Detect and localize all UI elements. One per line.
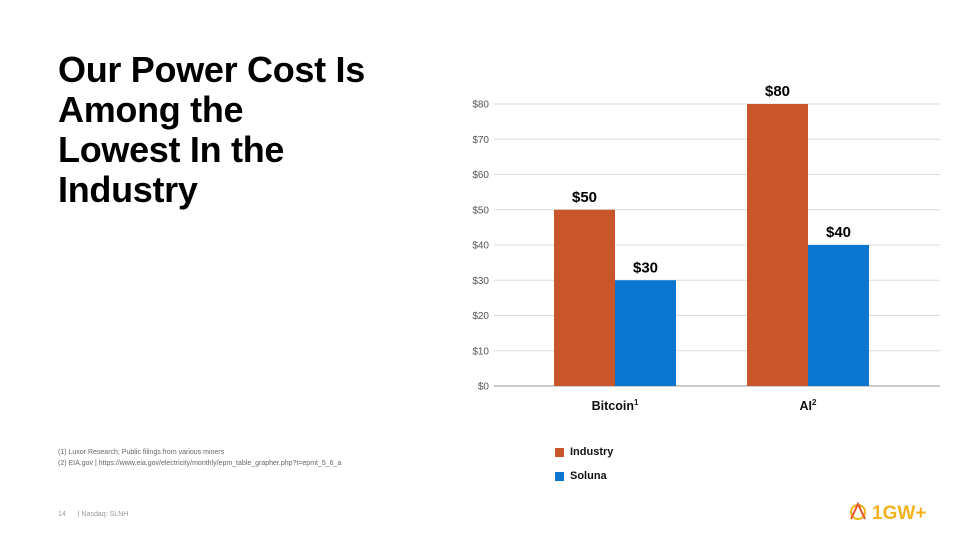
title-line-1: Our Power Cost Is bbox=[58, 49, 365, 90]
x-tick-label-bitcoin: Bitcoin1 bbox=[592, 398, 639, 413]
data-label: $50 bbox=[572, 189, 597, 206]
footnote-1: (1) Luxor Research; Public filings from … bbox=[58, 449, 225, 456]
footnote-2: (2) EIA.gov | https://www.eia.gov/electr… bbox=[58, 460, 342, 467]
data-label: $40 bbox=[826, 224, 851, 241]
data-label: $30 bbox=[633, 259, 658, 276]
bar-soluna-bitcoin bbox=[615, 280, 676, 386]
legend-swatch-industry bbox=[555, 447, 564, 457]
page-number: 14 bbox=[58, 511, 66, 518]
title-line-2: Among the bbox=[58, 89, 244, 130]
title-line-4: Industry bbox=[58, 169, 198, 210]
x-tick-label-ai: AI2 bbox=[800, 398, 818, 413]
bar-industry-bitcoin bbox=[554, 209, 615, 386]
y-tick-label: $40 bbox=[472, 241, 489, 252]
data-label: $80 bbox=[765, 83, 790, 100]
logo-text: 1GW+ bbox=[872, 503, 926, 522]
y-tick-label: $0 bbox=[478, 382, 490, 393]
y-tick-label: $30 bbox=[472, 276, 489, 287]
bar-industry-ai bbox=[747, 104, 808, 386]
y-tick-label: $20 bbox=[472, 311, 489, 322]
footnotes: (1) Luxor Research; Public filings from … bbox=[58, 447, 341, 469]
y-tick-label: $10 bbox=[472, 346, 489, 357]
page-title: Our Power Cost Is Among the Lowest In th… bbox=[58, 50, 418, 210]
y-tick-label: $70 bbox=[472, 135, 489, 146]
legend-item-soluna: Soluna bbox=[555, 470, 613, 482]
legend-item-industry: Industry bbox=[555, 446, 613, 458]
y-tick-label: $50 bbox=[472, 205, 489, 216]
y-tick-label: $80 bbox=[472, 100, 489, 111]
page-footer: 14 | Nasdaq: SLNH bbox=[58, 511, 128, 518]
power-cost-bar-chart: $0 $10 $20 $30 $40 $50 $60 $70 $80 $50 $30 Bitcoin1… bbox=[472, 83, 940, 413]
brand-logo: 1GW+ bbox=[850, 501, 926, 522]
x-tick-superscript: 1 bbox=[634, 398, 639, 407]
x-tick-superscript: 2 bbox=[812, 398, 817, 407]
bar-soluna-ai bbox=[808, 245, 869, 386]
legend-swatch-soluna bbox=[555, 471, 564, 481]
legend-label-industry: Industry bbox=[570, 446, 614, 458]
ticker-text: | Nasdaq: SLNH bbox=[77, 511, 129, 518]
y-tick-label: $60 bbox=[472, 170, 489, 181]
legend-label-soluna: Soluna bbox=[570, 470, 607, 482]
title-line-3: Lowest In the bbox=[58, 129, 285, 170]
chart-legend: Industry Soluna bbox=[555, 446, 613, 494]
logo-mark-icon bbox=[850, 501, 866, 520]
